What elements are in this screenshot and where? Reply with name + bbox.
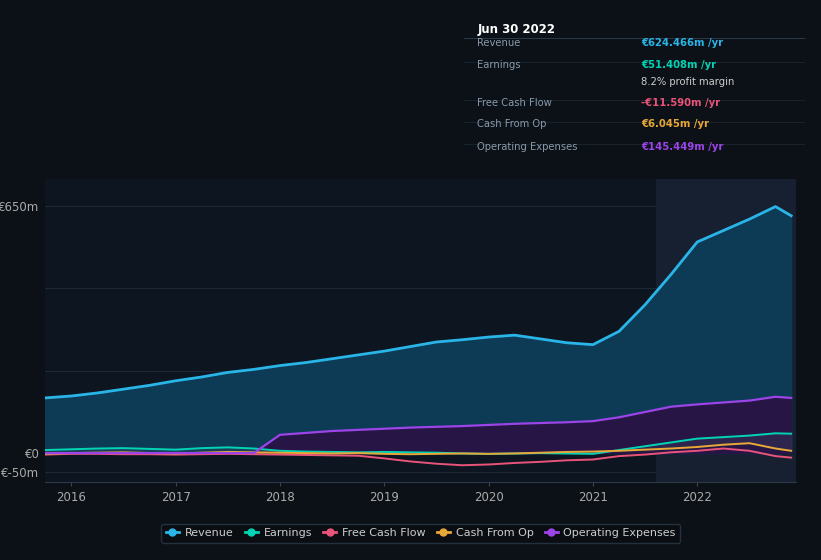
- Text: €624.466m /yr: €624.466m /yr: [641, 38, 723, 48]
- Text: Free Cash Flow: Free Cash Flow: [478, 98, 553, 108]
- Text: €6.045m /yr: €6.045m /yr: [641, 119, 709, 129]
- Text: €51.408m /yr: €51.408m /yr: [641, 60, 716, 70]
- Text: -€11.590m /yr: -€11.590m /yr: [641, 98, 720, 108]
- Text: Operating Expenses: Operating Expenses: [478, 142, 578, 152]
- Legend: Revenue, Earnings, Free Cash Flow, Cash From Op, Operating Expenses: Revenue, Earnings, Free Cash Flow, Cash …: [161, 524, 681, 543]
- Text: Jun 30 2022: Jun 30 2022: [478, 23, 556, 36]
- Text: Earnings: Earnings: [478, 60, 521, 70]
- Text: 8.2% profit margin: 8.2% profit margin: [641, 77, 735, 87]
- Bar: [655, 179, 796, 482]
- Text: Cash From Op: Cash From Op: [478, 119, 547, 129]
- Text: Revenue: Revenue: [478, 38, 521, 48]
- Text: €145.449m /yr: €145.449m /yr: [641, 142, 723, 152]
